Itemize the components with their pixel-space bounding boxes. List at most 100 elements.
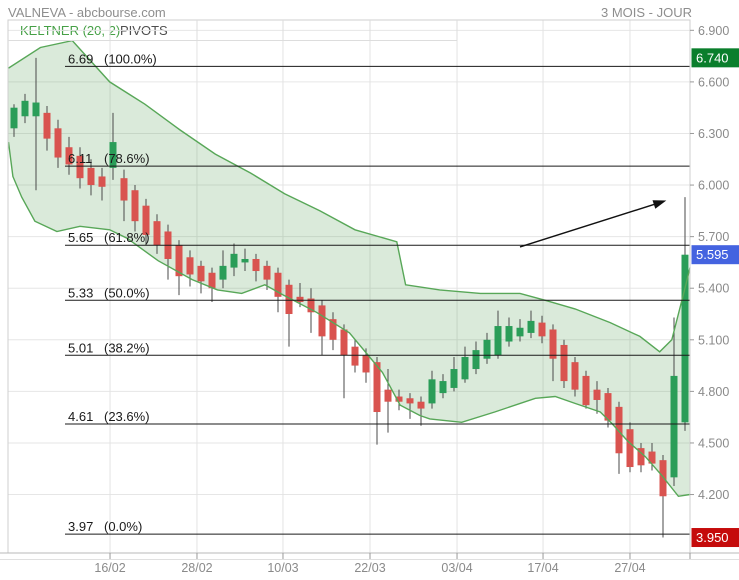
candle[interactable] [659,454,667,538]
trend-arrow-line[interactable] [519,202,657,248]
candle[interactable] [219,250,227,289]
candle[interactable] [516,319,524,342]
candle[interactable] [571,356,579,397]
candle-body [626,429,634,468]
candle[interactable] [241,248,249,272]
candle[interactable] [32,57,40,191]
pivot-pct-label: (100.0%) [104,51,157,66]
candle[interactable] [439,374,447,399]
candle[interactable] [593,381,601,414]
candle[interactable] [615,401,623,474]
candle[interactable] [65,136,73,175]
candle[interactable] [142,198,150,246]
candle-body [494,326,502,356]
candle-body [340,329,348,356]
candle-body [21,100,29,117]
candle[interactable] [153,214,161,254]
candle[interactable] [582,370,590,409]
candle-body [428,379,436,404]
candle-body [648,451,656,464]
x-tick-label: 03/04 [441,561,472,575]
candle[interactable] [505,317,513,347]
candle[interactable] [626,422,634,473]
trend-arrow-head [652,200,667,209]
candle[interactable] [362,348,370,383]
x-tick-label: 27/04 [614,561,645,575]
candle-body [450,369,458,388]
badge-bg [691,48,739,68]
candle[interactable] [252,253,260,282]
candle[interactable] [681,197,689,431]
candle[interactable] [208,267,216,302]
candle[interactable] [54,119,62,168]
candle[interactable] [373,356,381,445]
candle[interactable] [21,93,29,124]
y-tick-label: 4.200 [698,488,729,502]
period-label: 3 MOIS - JOUR [600,5,692,20]
candle[interactable] [164,224,172,280]
candle-body [285,284,293,315]
candle[interactable] [186,250,194,287]
x-tick-label: 28/02 [181,561,212,575]
candle[interactable] [450,356,458,392]
candle-body [604,393,612,421]
candle-body [263,265,271,280]
candle[interactable] [131,185,139,232]
candle-body [230,253,238,268]
candle[interactable] [329,312,337,351]
candle[interactable] [648,442,656,471]
pivot-pct-label: (38.2%) [104,340,150,355]
candle-body [384,389,392,402]
gridlines [8,20,690,553]
candle-body [329,319,337,340]
y-tick-label: 6.000 [698,179,729,193]
candle[interactable] [637,442,645,473]
candle[interactable] [395,389,403,411]
pivot-price-label: 5.65 [68,230,93,245]
candle[interactable] [670,317,678,486]
candle[interactable] [87,159,95,196]
candle[interactable] [384,369,392,433]
candle[interactable] [10,104,18,137]
candle-body [120,178,128,201]
candle[interactable] [428,370,436,409]
candle[interactable] [307,288,315,333]
candle-body [142,205,150,235]
candle[interactable] [175,240,183,296]
candle-body [538,322,546,337]
candle-body [527,320,535,333]
candle-body [637,448,645,466]
candle[interactable] [560,339,568,388]
candle[interactable] [494,310,502,359]
candle[interactable] [120,169,128,222]
candle[interactable] [109,112,117,180]
candle[interactable] [98,167,106,201]
candle[interactable] [274,267,282,313]
candle[interactable] [417,396,425,426]
candle[interactable] [340,324,348,399]
period-low-badge: 3.950 [691,528,739,548]
candle[interactable] [483,332,491,364]
candle[interactable] [549,324,557,382]
candle[interactable] [43,105,51,151]
candle[interactable] [406,393,414,419]
candle-body [417,401,425,409]
candle[interactable] [285,279,293,347]
candle[interactable] [538,315,546,344]
candle[interactable] [318,300,326,356]
candle[interactable] [263,260,271,290]
y-tick-label: 4.500 [698,436,729,450]
pivot-price-label: 4.61 [68,409,93,424]
candle[interactable] [197,260,205,294]
candle[interactable] [472,341,480,375]
candle[interactable] [461,346,469,383]
candle[interactable] [230,243,238,277]
candle[interactable] [604,387,612,428]
pivot-pct-label: (78.6%) [104,151,150,166]
candle[interactable] [76,147,84,189]
candle[interactable] [527,310,535,339]
candle[interactable] [351,339,359,373]
badge-value: 3.950 [696,530,729,545]
